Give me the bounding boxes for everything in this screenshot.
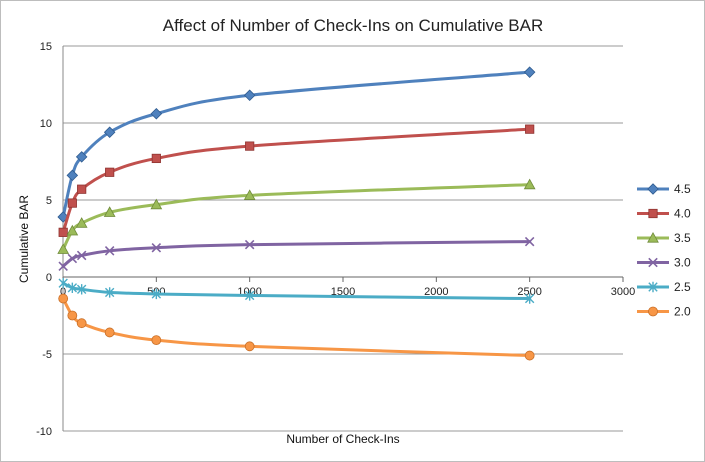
series-3-5 — [57, 178, 536, 254]
legend-marker — [647, 183, 659, 195]
series-line — [61, 70, 532, 219]
data-point — [151, 153, 161, 164]
chart-title: Affect of Number of Check-Ins on Cumulat… — [163, 16, 543, 35]
data-point — [243, 189, 256, 200]
data-point — [524, 293, 535, 304]
data-point — [67, 253, 78, 264]
data-point — [76, 250, 87, 261]
data-point — [525, 124, 535, 134]
series-line — [61, 297, 532, 358]
data-point — [75, 217, 88, 228]
data-point — [151, 288, 162, 300]
data-point — [151, 242, 162, 253]
legend-item: 2.0 — [637, 305, 691, 319]
legend-label: 4.5 — [674, 182, 691, 196]
data-point — [58, 293, 69, 304]
legend-label: 4.0 — [674, 207, 691, 221]
y-tick-label: 5 — [46, 195, 52, 207]
data-point — [523, 178, 536, 190]
data-point — [150, 198, 163, 210]
data-point — [524, 236, 535, 247]
legend-item: 4.5 — [637, 182, 691, 196]
data-point — [104, 287, 115, 298]
data-point — [523, 66, 536, 78]
y-tick-label: -10 — [36, 426, 52, 438]
data-point — [244, 341, 255, 352]
y-tick-label: 0 — [46, 272, 52, 284]
x-tick-label: 2000 — [424, 286, 448, 298]
series-line — [61, 240, 532, 268]
legend-label: 3.0 — [674, 256, 691, 270]
legend-item: 4.0 — [637, 207, 691, 221]
data-point — [150, 107, 163, 120]
legend-label: 2.0 — [674, 305, 691, 319]
data-point — [67, 282, 78, 293]
grid-lines — [62, 45, 623, 432]
data-point — [104, 246, 115, 256]
data-point — [67, 198, 77, 208]
series-4-5 — [57, 66, 536, 223]
data-point — [243, 89, 256, 102]
legend-marker — [648, 208, 658, 219]
data-point — [151, 335, 162, 346]
y-tick-label: 15 — [40, 41, 52, 53]
data-point — [76, 318, 87, 329]
legend-marker — [648, 281, 658, 293]
plot-area — [57, 66, 536, 361]
data-point — [58, 277, 68, 289]
y-axis-title: Cumulative BAR — [17, 195, 31, 283]
data-point — [104, 327, 115, 338]
data-point — [75, 151, 88, 163]
x-tick-label: 2500 — [517, 286, 541, 298]
data-point — [105, 167, 115, 177]
x-axis-title: Number of Check-Ins — [286, 432, 399, 446]
data-point — [103, 206, 116, 217]
x-tick-label: 3000 — [611, 286, 635, 298]
y-tick-label: -5 — [42, 349, 52, 361]
data-point — [58, 227, 68, 237]
legend-marker — [648, 306, 658, 317]
y-tick-labels: -10 -5 0 5 10 15 — [36, 41, 52, 438]
data-point — [103, 126, 116, 139]
data-point — [76, 284, 87, 295]
legend-marker — [647, 231, 659, 243]
series-4-0 — [58, 124, 535, 237]
series-2-0 — [58, 293, 535, 361]
series-3-0 — [58, 236, 535, 271]
series-line — [61, 183, 532, 251]
data-point — [57, 243, 70, 254]
x-tick-label: 0 — [60, 286, 66, 298]
series-2-5 — [58, 277, 535, 304]
legend-label: 2.5 — [674, 280, 691, 294]
legend: 4.5 4.0 3.5 3.0 2.5 2.0 — [637, 182, 691, 319]
data-point — [244, 290, 255, 301]
legend-item: 2.5 — [637, 280, 691, 294]
data-point — [245, 141, 255, 151]
y-tick-label: 10 — [40, 118, 52, 130]
data-point — [66, 169, 79, 182]
series-line — [61, 281, 532, 301]
series-line — [61, 127, 532, 234]
data-point — [77, 184, 87, 194]
x-axis: 0 500 1000 1500 2000 2500 3000 — [60, 276, 635, 298]
legend-item: 3.0 — [637, 256, 691, 270]
data-point — [524, 350, 535, 361]
data-point — [58, 261, 68, 271]
legend-label: 3.5 — [674, 231, 691, 245]
data-point — [244, 239, 255, 250]
legend-marker — [648, 257, 658, 268]
data-point — [67, 310, 78, 321]
legend-item: 3.5 — [637, 231, 691, 245]
data-point — [66, 224, 79, 236]
